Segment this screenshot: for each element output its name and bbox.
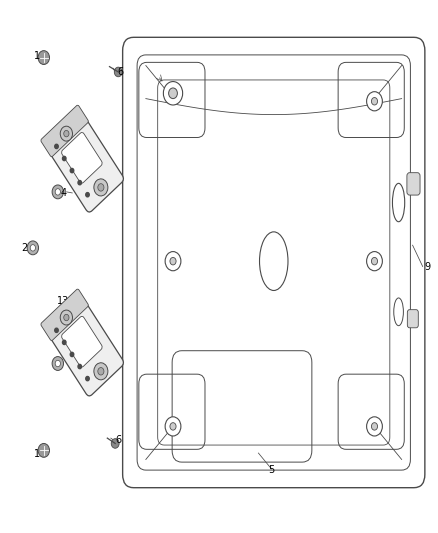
Text: 6: 6 [117, 67, 124, 77]
Ellipse shape [394, 298, 403, 326]
Circle shape [55, 328, 58, 333]
Circle shape [371, 423, 378, 430]
FancyBboxPatch shape [41, 289, 88, 341]
Circle shape [55, 360, 60, 367]
Text: 1: 1 [34, 449, 40, 459]
FancyBboxPatch shape [407, 173, 420, 195]
Text: 8: 8 [60, 163, 67, 173]
Circle shape [60, 310, 73, 325]
Circle shape [367, 252, 382, 271]
Circle shape [86, 376, 89, 381]
Text: 7: 7 [60, 321, 67, 331]
Circle shape [30, 245, 35, 251]
Circle shape [38, 51, 49, 64]
Text: 4: 4 [60, 188, 67, 198]
Circle shape [55, 189, 60, 195]
Circle shape [98, 368, 104, 375]
Circle shape [170, 257, 176, 265]
Circle shape [371, 98, 378, 105]
Circle shape [52, 357, 64, 370]
FancyBboxPatch shape [43, 292, 124, 396]
Text: 9: 9 [424, 262, 430, 271]
Circle shape [78, 365, 81, 369]
Circle shape [94, 179, 108, 196]
Circle shape [78, 181, 81, 185]
Circle shape [38, 443, 49, 457]
Circle shape [70, 352, 74, 357]
Circle shape [94, 363, 108, 380]
FancyBboxPatch shape [61, 132, 102, 183]
Circle shape [70, 168, 74, 173]
Text: 5: 5 [268, 465, 275, 475]
Circle shape [170, 423, 176, 430]
FancyBboxPatch shape [407, 310, 418, 328]
FancyBboxPatch shape [43, 108, 124, 212]
Circle shape [64, 314, 69, 321]
Circle shape [60, 126, 73, 141]
Circle shape [371, 257, 378, 265]
Ellipse shape [392, 183, 405, 222]
FancyBboxPatch shape [41, 105, 88, 157]
Circle shape [367, 92, 382, 111]
Circle shape [86, 192, 89, 197]
FancyBboxPatch shape [123, 37, 425, 488]
Circle shape [165, 252, 181, 271]
Circle shape [63, 340, 66, 344]
Text: 13: 13 [57, 296, 70, 306]
Text: 2: 2 [21, 243, 27, 253]
Circle shape [27, 241, 39, 255]
Circle shape [98, 184, 104, 191]
Text: 12: 12 [57, 139, 70, 149]
Circle shape [114, 67, 122, 77]
Circle shape [111, 439, 119, 448]
Circle shape [165, 417, 181, 436]
Circle shape [52, 185, 64, 199]
Text: 3: 3 [60, 348, 67, 358]
Text: 6: 6 [115, 435, 121, 445]
Circle shape [63, 156, 66, 160]
Text: 1: 1 [34, 51, 40, 61]
Circle shape [367, 417, 382, 436]
FancyBboxPatch shape [61, 316, 102, 367]
Circle shape [55, 144, 58, 149]
Circle shape [163, 82, 183, 105]
Circle shape [169, 88, 177, 99]
Circle shape [64, 131, 69, 137]
